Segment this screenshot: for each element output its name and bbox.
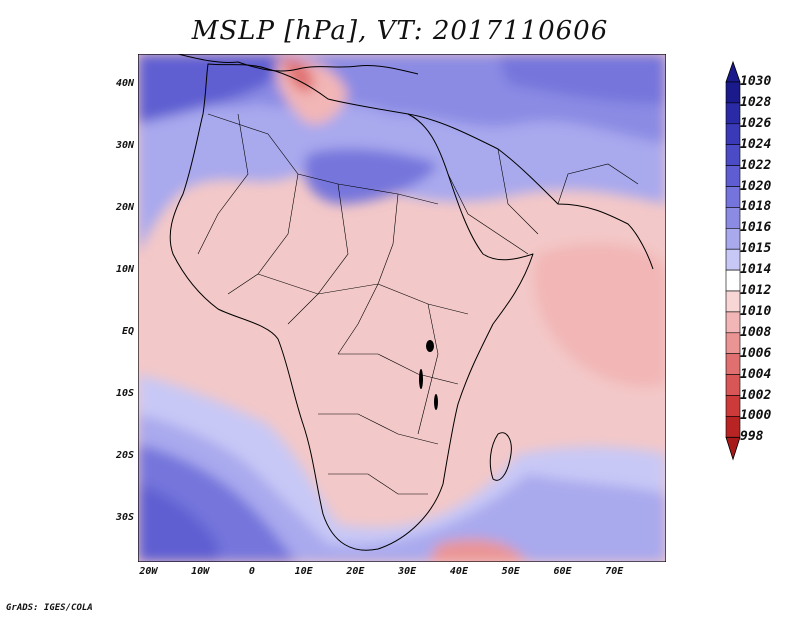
longitude-label: 0 xyxy=(248,566,255,577)
high-northwest-1022 xyxy=(138,54,288,124)
longitude-label: 50E xyxy=(501,566,520,577)
high-southwest-1022 xyxy=(138,484,218,562)
longitude-label: 10W xyxy=(191,566,210,577)
lake-tanganyika xyxy=(419,369,423,389)
madagascar-coastline xyxy=(489,432,512,481)
latitude-label: 10N xyxy=(115,263,134,275)
colorbar-level-label: 1002 xyxy=(740,387,772,403)
longitude-label: 20W xyxy=(139,566,158,577)
colorbar-level-label: 1006 xyxy=(740,345,772,361)
colorbar-segment xyxy=(725,395,741,417)
europe-coastline xyxy=(177,54,419,75)
latitude-label: 40N xyxy=(115,77,134,89)
colorbar-level-label: 1026 xyxy=(740,115,772,131)
colorbar-segment xyxy=(725,123,741,146)
lake-malawi xyxy=(434,394,438,410)
credit-text: GrADS: IGES/COLA xyxy=(6,603,93,613)
latitude-label: 20S xyxy=(115,449,134,461)
colorbar-level-label: 1008 xyxy=(740,324,772,340)
colorbar-bottom-arrow xyxy=(725,436,741,461)
colorbar-segment xyxy=(725,144,741,166)
colorbar-level-label: 1010 xyxy=(740,303,772,319)
colorbar xyxy=(725,60,741,461)
colorbar-level-label: 1028 xyxy=(740,94,772,110)
longitude-label: 30E xyxy=(398,566,417,577)
colorbar-segment xyxy=(725,102,741,125)
high-sahara-1020 xyxy=(304,148,438,204)
map-title: MSLP [hPa], VT: 2017110606 xyxy=(191,16,609,46)
colorbar-level-label: 1004 xyxy=(740,366,772,382)
latitude-label: 10S xyxy=(115,387,134,399)
colorbar-segment xyxy=(725,207,741,229)
colorbar-level-label: 1012 xyxy=(740,283,772,298)
colorbar-segment xyxy=(725,165,741,187)
high-northeast-1020 xyxy=(498,54,666,104)
colorbar-top-arrow xyxy=(725,60,741,83)
colorbar-level-label: 1014 xyxy=(740,262,772,278)
colorbar-level-label: 1016 xyxy=(740,220,772,236)
colorbar-level-label: 998 xyxy=(740,429,764,445)
colorbar-segment xyxy=(725,186,741,208)
latitude-label: 30S xyxy=(115,511,134,523)
colorbar-level-label: 1022 xyxy=(740,157,772,173)
country-borders xyxy=(197,113,639,495)
longitude-label: 20E xyxy=(346,566,365,577)
coastlines xyxy=(169,54,654,551)
longitude-label: 40E xyxy=(449,566,468,577)
lake-victoria xyxy=(426,340,434,352)
colorbar-level-label: 1020 xyxy=(740,178,772,194)
colorbar-segment xyxy=(725,374,741,396)
colorbar-level-label: 1000 xyxy=(740,408,772,424)
colorbar-segment xyxy=(725,416,741,438)
map-canvas xyxy=(138,54,666,562)
latitude-label: EQ xyxy=(121,325,134,337)
low-indian-ocean-1010 xyxy=(534,243,666,387)
colorbar-segment xyxy=(725,248,741,271)
colorbar-segment xyxy=(725,81,741,104)
colorbar-segment xyxy=(725,332,741,354)
longitude-label: 60E xyxy=(553,566,572,577)
high-south-1016 xyxy=(138,414,666,562)
colorbar-segment xyxy=(725,311,741,334)
colorbar-segment xyxy=(725,269,741,292)
latitude-label: 20N xyxy=(115,201,134,213)
colorbar-level-label: 1015 xyxy=(740,241,772,257)
colorbar-level-label: 1030 xyxy=(740,74,772,89)
colorbar-segment xyxy=(725,290,741,313)
latitude-label: 30N xyxy=(115,139,134,151)
arabia-india-coastline xyxy=(407,113,654,270)
pressure-fields xyxy=(138,54,666,562)
lakes xyxy=(419,340,438,410)
pressure-map xyxy=(138,54,666,562)
colorbar-segment xyxy=(725,353,741,375)
low-south-1008 xyxy=(428,539,528,562)
colorbar-segment xyxy=(725,228,741,250)
colorbar-level-label: 1024 xyxy=(740,136,772,152)
longitude-label: 70E xyxy=(605,566,624,577)
colorbar-level-label: 1018 xyxy=(740,199,772,215)
longitude-label: 10E xyxy=(294,566,313,577)
